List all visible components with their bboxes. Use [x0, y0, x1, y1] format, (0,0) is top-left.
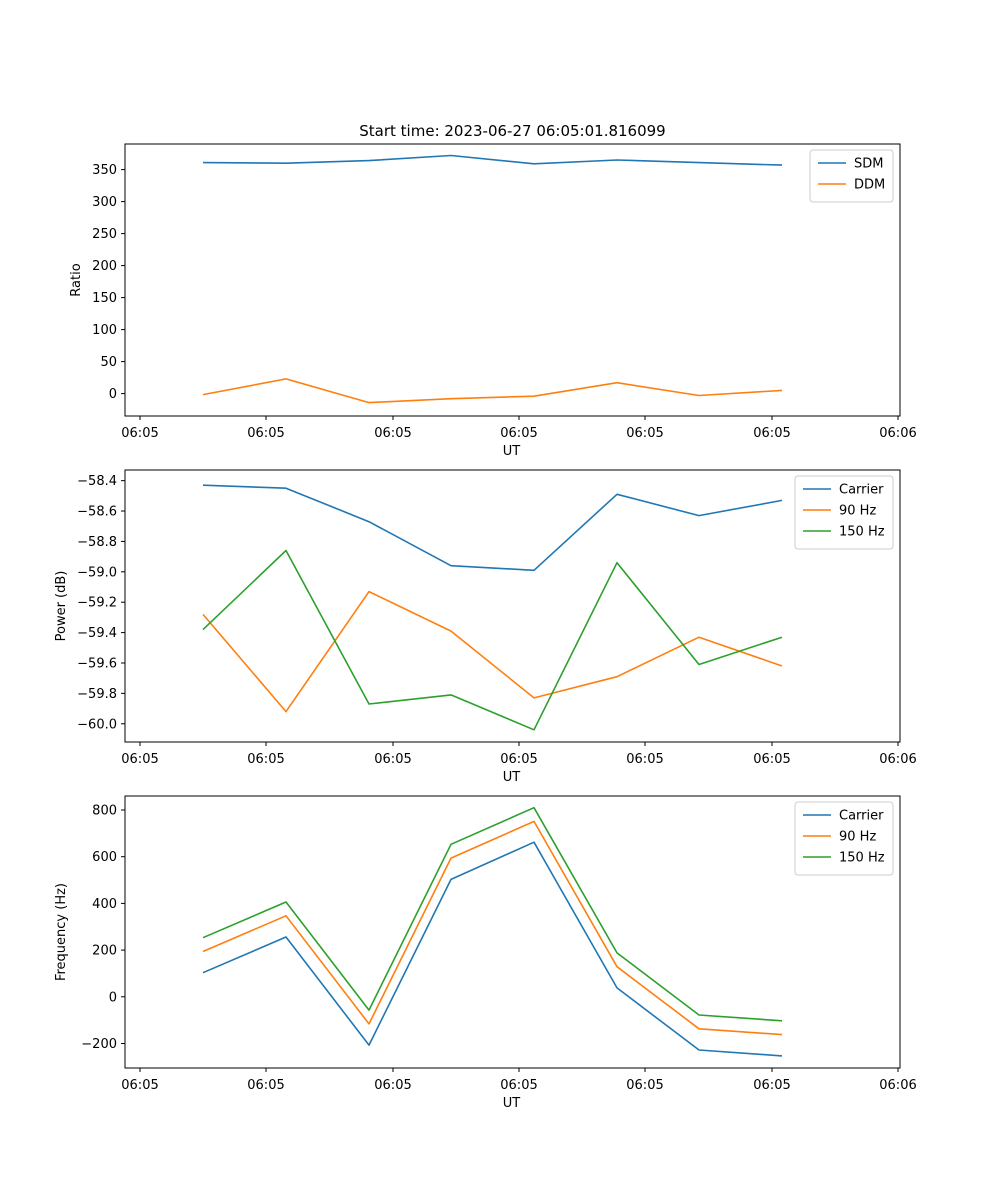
- plot-frame: [124, 143, 901, 417]
- y-tick-label: 100: [92, 323, 117, 338]
- legend-label: Carrier: [839, 809, 884, 824]
- x-tick-label: 06:05: [500, 1078, 537, 1093]
- series-line-sdm: [202, 154, 783, 166]
- x-tick-label: 06:05: [121, 426, 158, 441]
- y-tick-label: −60.0: [77, 717, 117, 732]
- legend: SDM DDM: [809, 149, 894, 203]
- x-axis-label: UT: [503, 1096, 521, 1111]
- legend: Carrier 90 Hz 150 Hz: [794, 475, 894, 550]
- x-tick-label: 06:05: [626, 752, 663, 767]
- y-tick-label: 300: [92, 195, 117, 210]
- y-tick-label: −200: [81, 1037, 117, 1052]
- x-axis-label: UT: [503, 770, 521, 785]
- x-tick-label: 06:05: [247, 426, 284, 441]
- y-tick-label: −58.4: [77, 474, 117, 489]
- series-line-90-hz: [202, 820, 783, 1036]
- chart-panel-1: Start time: 2023-06-27 06:05:01.816099 0 5…: [69, 122, 917, 459]
- x-tick-label: 06:05: [500, 426, 537, 441]
- y-tick-label: −59.6: [77, 656, 117, 671]
- legend-label: 150 Hz: [839, 851, 885, 866]
- legend-label: 90 Hz: [839, 504, 876, 519]
- y-tick-label: 0: [109, 387, 117, 402]
- y-tick-label: 400: [92, 897, 117, 912]
- plot-frame: [124, 795, 901, 1069]
- x-tick-label: 06:05: [753, 752, 790, 767]
- y-axis-label: Power (dB): [54, 571, 69, 642]
- y-tick-label: 200: [92, 944, 117, 959]
- y-tick-label: 600: [92, 850, 117, 865]
- x-axis-label: UT: [503, 444, 521, 459]
- x-tick-label: 06:06: [879, 1078, 916, 1093]
- legend-label: SDM: [854, 157, 883, 172]
- legend-label: DDM: [854, 178, 885, 193]
- x-tick-label: 06:05: [374, 1078, 411, 1093]
- y-tick-label: −59.4: [77, 626, 117, 641]
- x-tick-label: 06:05: [374, 426, 411, 441]
- y-tick-label: 350: [92, 163, 117, 178]
- series-line-90-hz: [202, 590, 783, 713]
- y-tick-label: 0: [109, 990, 117, 1005]
- series-line-carrier: [202, 841, 783, 1057]
- chart-panel-3: −200 0 200 400 600 800 06:05 06:05 06:05 06:05 06:…: [54, 795, 917, 1111]
- series-line-ddm: [202, 378, 783, 404]
- x-tick-label: 06:05: [121, 1078, 158, 1093]
- plot-frame: [124, 469, 901, 743]
- series-line-150-hz: [202, 806, 783, 1022]
- x-tick-label: 06:05: [247, 1078, 284, 1093]
- legend: Carrier 90 Hz 150 Hz: [794, 801, 894, 876]
- chart-title: Start time: 2023-06-27 06:05:01.816099: [359, 122, 665, 140]
- y-axis-label: Ratio: [69, 263, 84, 296]
- x-tick-label: 06:05: [626, 1078, 663, 1093]
- x-tick-label: 06:05: [500, 752, 537, 767]
- chart-panel-2: −60.0 −59.8 −59.6 −59.4 −59.2 −59.0 −58.8 −58.6…: [54, 469, 917, 785]
- y-tick-label: 50: [100, 355, 117, 370]
- series-line-150-hz: [202, 549, 783, 731]
- legend-label: 90 Hz: [839, 830, 876, 845]
- x-tick-label: 06:05: [753, 426, 790, 441]
- x-tick-label: 06:06: [879, 426, 916, 441]
- x-tick-label: 06:05: [374, 752, 411, 767]
- y-tick-label: −58.6: [77, 505, 117, 520]
- x-tick-label: 06:05: [247, 752, 284, 767]
- x-tick-label: 06:05: [753, 1078, 790, 1093]
- y-tick-label: −59.8: [77, 687, 117, 702]
- y-tick-label: 800: [92, 804, 117, 819]
- y-tick-label: 200: [92, 259, 117, 274]
- y-tick-label: −59.2: [77, 596, 117, 611]
- y-tick-label: 250: [92, 227, 117, 242]
- y-tick-label: −58.8: [77, 535, 117, 550]
- y-axis-label: Frequency (Hz): [54, 883, 69, 981]
- x-tick-label: 06:05: [626, 426, 663, 441]
- y-tick-label: −59.0: [77, 565, 117, 580]
- x-tick-label: 06:05: [121, 752, 158, 767]
- series-line-carrier: [202, 484, 783, 572]
- y-tick-label: 150: [92, 291, 117, 306]
- legend-label: 150 Hz: [839, 525, 885, 540]
- x-tick-label: 06:06: [879, 752, 916, 767]
- legend-label: Carrier: [839, 483, 884, 498]
